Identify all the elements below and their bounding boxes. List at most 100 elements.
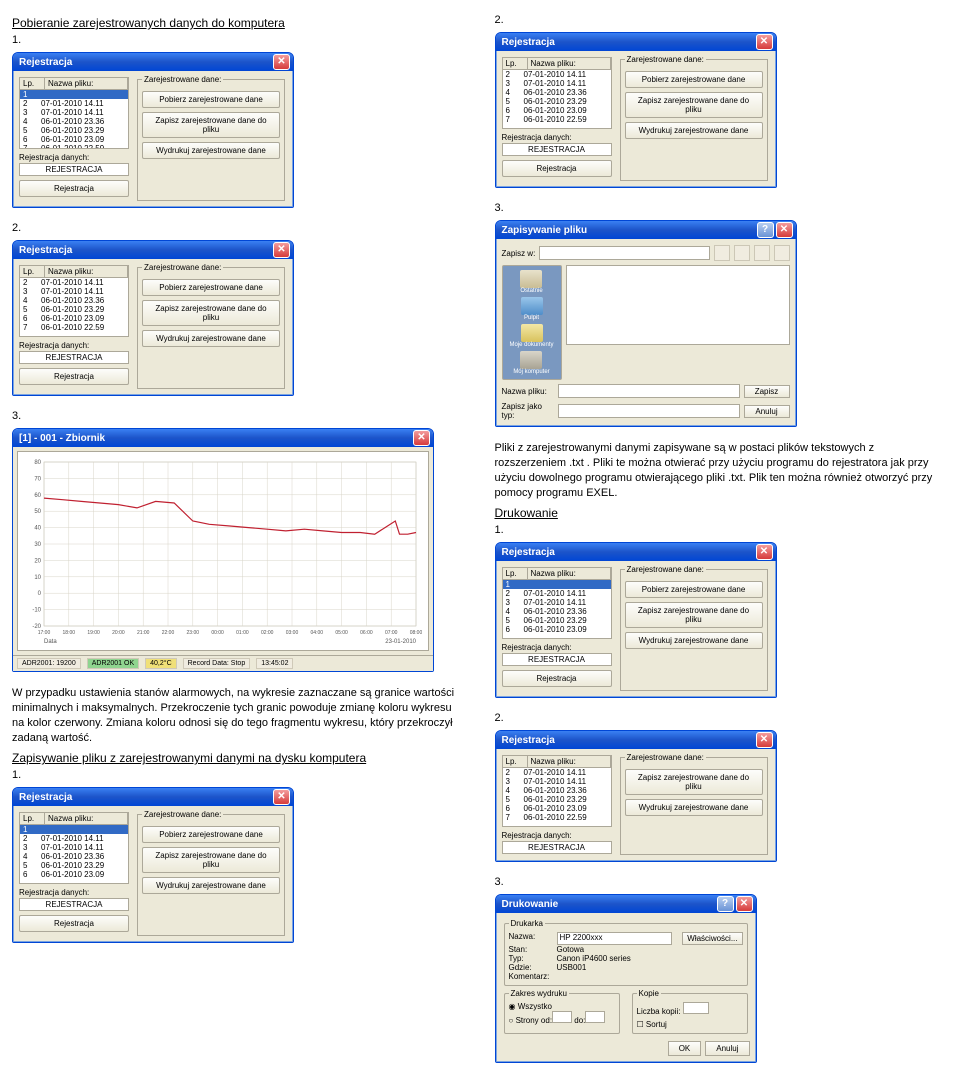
properties-button[interactable]: Właściwości... [682,932,742,945]
print-button[interactable]: Wydrukuj zarejestrowane dane [142,330,280,347]
reg-window-1: Rejestracja ✕ Lp.Nazwa pliku: 1 207-01-2… [12,52,294,208]
close-icon[interactable]: ✕ [756,732,773,748]
svg-text:22:00: 22:00 [162,630,175,636]
step-3a: 3. [12,410,465,422]
download-button[interactable]: Pobierz zarejestrowane dane [142,279,280,296]
txt-para: Pliki z zarejestrowanymi danymi zapisywa… [495,441,948,500]
step-2d: 2. [495,712,948,724]
svg-text:05:00: 05:00 [335,630,348,636]
back-icon[interactable] [714,245,730,261]
print-button[interactable]: Wydrukuj zarejestrowane dane [625,799,763,816]
filename-label: Nazwa pliku: [502,387,554,396]
svg-text:Data: Data [44,639,57,645]
print-dialog-title: Drukowanie [502,899,715,910]
print-dialog: Drukowanie ? ✕ Drukarka Nazwa: HP 2200xx… [495,894,757,1063]
rejestracja-button[interactable]: Rejestracja [19,368,129,385]
range-all-radio[interactable]: Wszystko [518,1002,552,1011]
chart-window: [1] - 001 - Zbiornik ✕ 80706050403020100… [12,428,434,672]
close-icon[interactable]: ✕ [273,54,290,70]
close-icon[interactable]: ✕ [756,544,773,560]
file-list[interactable]: 1 207-01-2010 14.11 307-01-2010 14.11 40… [19,90,129,149]
newfolder-icon[interactable] [754,245,770,261]
save-button[interactable]: Zapisz zarejestrowane dane do pliku [625,769,763,795]
print-heading: Drukowanie [495,506,948,520]
svg-text:18:00: 18:00 [63,630,76,636]
reg-window-print2: Rejestracja✕ Lp.Nazwa pliku: 207-01-2010… [495,730,777,862]
help-icon[interactable]: ? [717,896,734,912]
chart-title: [1] - 001 - Zbiornik [19,433,411,444]
save-heading: Zapisywanie pliku z zarejestrowanymi dan… [12,751,465,765]
rejestracja-button[interactable]: Rejestracja [19,180,129,197]
rejestracja-button[interactable]: Rejestracja [502,670,612,687]
close-icon[interactable]: ✕ [736,896,753,912]
close-icon[interactable]: ✕ [756,34,773,50]
views-icon[interactable] [774,245,790,261]
svg-text:-10: -10 [32,608,41,614]
reg-title: Rejestracja [19,57,271,68]
chart-plot: 80706050403020100-10-2017:0018:0019:0020… [22,456,422,646]
svg-text:30: 30 [34,542,41,548]
close-icon[interactable]: ✕ [273,789,290,805]
download-button[interactable]: Pobierz zarejestrowane dane [142,91,280,108]
close-icon[interactable]: ✕ [413,430,430,446]
svg-text:40: 40 [34,526,41,532]
print-button[interactable]: Wydrukuj zarejestrowane dane [142,142,280,159]
current-file: REJESTRACJA [19,163,129,176]
step-1a: 1. [12,34,465,46]
step-1d: 1. [495,524,948,536]
up-icon[interactable] [734,245,750,261]
copies-input[interactable] [683,1002,709,1014]
file-list[interactable]: 207-01-2010 14.11 307-01-2010 14.11 406-… [502,768,612,827]
alarm-para: W przypadku ustawienia stanów alarmowych… [12,686,465,745]
step-1c: 1. [12,769,465,781]
print-button[interactable]: Wydrukuj zarejestrowane dane [625,122,763,139]
svg-text:23:00: 23:00 [187,630,200,636]
download-button[interactable]: Pobierz zarejestrowane dane [625,71,763,88]
filetype-select[interactable] [558,404,740,418]
svg-text:23-01-2010: 23-01-2010 [385,639,416,645]
save-button[interactable]: Zapisz zarejestrowane dane do pliku [625,602,763,628]
filename-input[interactable] [558,384,740,398]
print-button[interactable]: Wydrukuj zarejestrowane dane [142,877,280,894]
svg-text:00:00: 00:00 [211,630,224,636]
chart-status-bar: ADR2001: 19200 ADR2001 OK 40,2°C Record … [13,655,433,671]
svg-text:50: 50 [34,509,41,515]
step-2b: 2. [495,14,948,26]
save-button[interactable]: Zapisz zarejestrowane dane do pliku [142,112,280,138]
lookin-field[interactable] [539,246,709,260]
print-button[interactable]: Wydrukuj zarejestrowane dane [625,632,763,649]
range-pages-radio[interactable]: Strony [516,1016,539,1025]
svg-text:20:00: 20:00 [112,630,125,636]
rejestracja-button[interactable]: Rejestracja [19,915,129,932]
file-list[interactable]: 207-01-2010 14.11 307-01-2010 14.11 406-… [502,70,612,129]
file-list[interactable]: 1 207-01-2010 14.11 307-01-2010 14.11 40… [502,580,612,639]
close-icon[interactable]: ✕ [273,242,290,258]
reg-fieldset-legend: Zarejestrowane dane: [142,75,223,84]
help-icon[interactable]: ? [757,222,774,238]
download-button[interactable]: Pobierz zarejestrowane dane [142,826,280,843]
save-btn[interactable]: Zapisz [744,385,790,398]
lookin-label: Zapisz w: [502,249,536,258]
save-file-area[interactable] [566,265,790,345]
printer-select[interactable]: HP 2200xxx [557,932,673,945]
step-3d: 3. [495,876,948,888]
rejestracja-button[interactable]: Rejestracja [502,160,612,177]
svg-text:21:00: 21:00 [137,630,150,636]
file-list[interactable]: 207-01-2010 14.11 307-01-2010 14.11 406-… [19,278,129,337]
cancel-button[interactable]: Anuluj [705,1041,749,1056]
save-button[interactable]: Zapisz zarejestrowane dane do pliku [142,847,280,873]
cancel-btn[interactable]: Anuluj [744,405,790,418]
file-list[interactable]: 1 207-01-2010 14.11 307-01-2010 14.11 40… [19,825,129,884]
collate-checkbox[interactable]: Sortuj [646,1020,667,1029]
download-button[interactable]: Pobierz zarejestrowane dane [625,581,763,598]
save-button[interactable]: Zapisz zarejestrowane dane do pliku [142,300,280,326]
close-icon[interactable]: ✕ [776,222,793,238]
svg-text:0: 0 [38,591,42,597]
svg-text:01:00: 01:00 [236,630,249,636]
svg-text:10: 10 [34,575,41,581]
save-button[interactable]: Zapisz zarejestrowane dane do pliku [625,92,763,118]
svg-text:02:00: 02:00 [261,630,274,636]
filetype-label: Zapisz jako typ: [502,402,554,420]
ok-button[interactable]: OK [668,1041,702,1056]
places-bar[interactable]: Ostatnie Pulpit Moje dokumenty Mój kompu… [502,265,562,380]
